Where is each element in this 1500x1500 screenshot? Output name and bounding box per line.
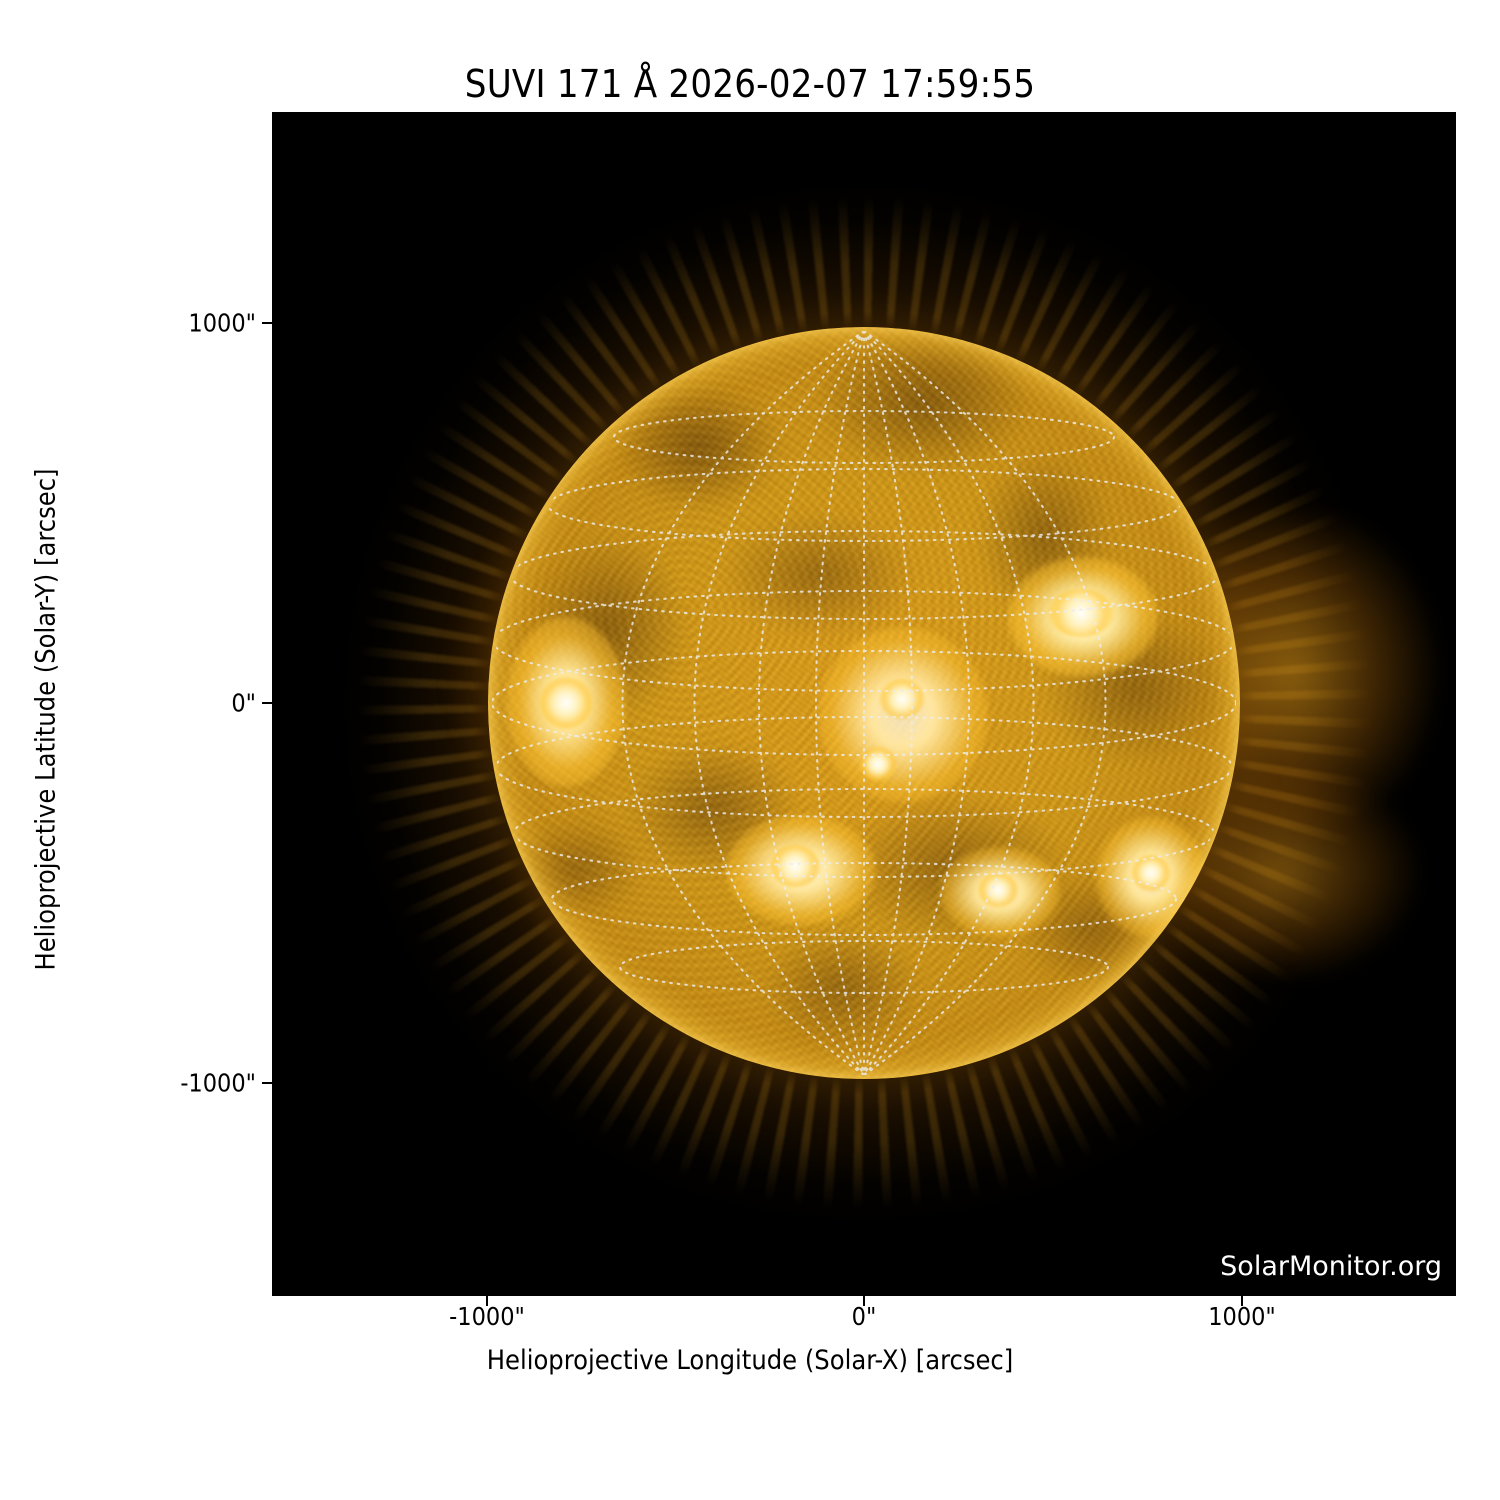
xtick-mark-1000 <box>1241 1296 1243 1306</box>
ytick-label-neg1000: -1000" <box>180 1068 256 1098</box>
xtick-label-0: 0" <box>851 1302 877 1331</box>
xtick-mark-neg1000 <box>486 1296 488 1306</box>
page-title: SUVI 171 Å 2026-02-07 17:59:55 <box>464 62 1036 106</box>
ytick-mark-0 <box>262 702 272 704</box>
xtick-label-1000: 1000" <box>1208 1302 1276 1331</box>
image-plot-area[interactable]: SolarMonitor.org <box>272 112 1456 1296</box>
ytick-label-0: 0" <box>231 688 256 718</box>
ytick-mark-1000 <box>262 322 272 324</box>
x-axis-label: Helioprojective Longitude (Solar-X) [arc… <box>486 1345 1014 1376</box>
solar-disk <box>488 327 1240 1079</box>
limb-brightening-ring <box>488 327 1240 1079</box>
xtick-label-neg1000: -1000" <box>449 1302 525 1331</box>
xtick-mark-0 <box>863 1296 865 1306</box>
ytick-label-1000: 1000" <box>188 308 256 338</box>
ytick-mark-neg1000 <box>262 1082 272 1084</box>
watermark-solarmonitor: SolarMonitor.org <box>1220 1251 1442 1282</box>
y-axis-label: Helioprojective Latitude (Solar-Y) [arcs… <box>30 468 62 971</box>
